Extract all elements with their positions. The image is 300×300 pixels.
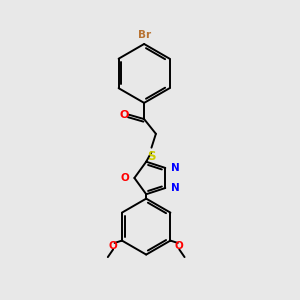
Text: O: O [175, 241, 184, 251]
Text: N: N [171, 163, 179, 173]
Text: N: N [171, 183, 179, 193]
Text: Br: Br [137, 31, 151, 40]
Text: O: O [120, 110, 129, 120]
Text: S: S [147, 150, 156, 163]
Text: O: O [109, 241, 118, 251]
Text: O: O [120, 173, 129, 183]
